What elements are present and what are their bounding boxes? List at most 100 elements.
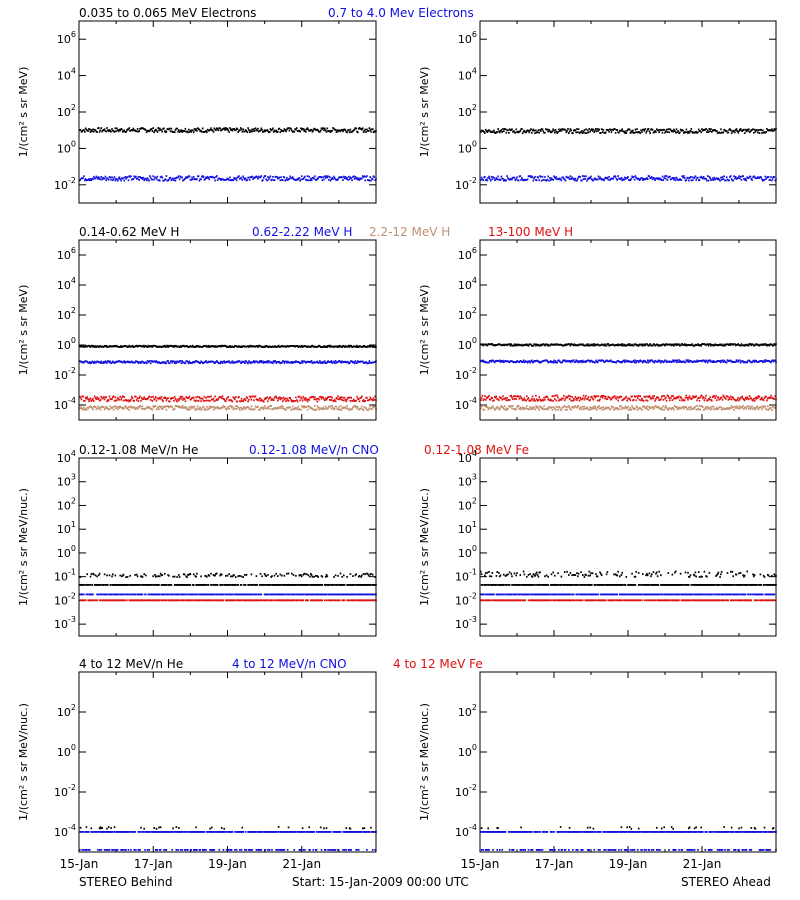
data-point: [208, 346, 211, 348]
data-point: [156, 407, 159, 410]
data-point: [503, 398, 506, 400]
data-point: [261, 584, 263, 586]
data-point: [637, 178, 639, 180]
data-point: [371, 573, 374, 576]
data-point: [521, 361, 524, 363]
data-point: [725, 407, 728, 409]
data-point: [366, 396, 368, 399]
data-point: [662, 361, 665, 364]
data-point: [293, 408, 296, 410]
data-point: [621, 179, 623, 182]
data-point: [300, 175, 303, 178]
data-point: [322, 406, 324, 409]
data-point: [371, 345, 373, 347]
data-point: [523, 397, 526, 400]
data-point: [148, 179, 150, 182]
data-point: [657, 344, 660, 347]
data-point: [617, 175, 619, 177]
data-point: [237, 584, 239, 586]
y-tick-label: 102: [458, 103, 477, 119]
data-point: [248, 584, 251, 586]
data-point: [659, 399, 661, 401]
data-point: [309, 575, 311, 578]
data-point: [717, 177, 720, 180]
data-point: [311, 584, 314, 586]
data-point: [200, 575, 202, 578]
data-point: [107, 177, 109, 180]
data-point: [158, 129, 160, 132]
data-point: [480, 359, 483, 362]
data-point: [123, 345, 126, 347]
data-point: [531, 175, 533, 178]
data-point: [331, 396, 333, 399]
data-point: [663, 360, 665, 363]
data-point: [311, 177, 314, 179]
data-point: [734, 407, 737, 409]
data-point: [310, 345, 313, 347]
data-point: [722, 178, 725, 180]
data-point: [731, 179, 734, 182]
data-point: [591, 360, 593, 362]
data-point: [499, 179, 502, 181]
data-point: [290, 127, 292, 130]
data-point: [713, 408, 716, 411]
data-point: [753, 361, 756, 363]
data-point: [373, 405, 376, 408]
data-point: [93, 362, 95, 364]
data-point: [95, 361, 98, 364]
data-point: [547, 130, 549, 133]
data-point: [576, 128, 578, 130]
data-point: [645, 406, 647, 408]
data-point: [88, 362, 90, 364]
data-point: [97, 345, 99, 348]
data-point: [496, 406, 498, 408]
data-point: [346, 584, 348, 586]
data-point: [357, 177, 360, 180]
data-point: [153, 584, 155, 586]
data-point: [563, 394, 565, 397]
data-point: [569, 361, 572, 364]
data-point: [563, 405, 566, 408]
data-point: [134, 408, 136, 411]
data-point: [139, 395, 141, 398]
data-point: [527, 344, 530, 347]
data-point: [721, 344, 724, 347]
data-point: [107, 408, 109, 410]
data-point: [493, 129, 495, 132]
data-point: [280, 345, 282, 348]
data-point: [607, 406, 609, 409]
data-point: [337, 178, 339, 181]
data-point: [321, 179, 324, 182]
data-point: [753, 399, 756, 402]
data-point: [132, 127, 135, 130]
data-point: [617, 399, 619, 402]
data-point: [171, 361, 173, 364]
data-point: [694, 360, 697, 363]
data-point: [554, 131, 556, 134]
data-point: [228, 131, 230, 133]
data-point: [704, 397, 707, 400]
data-point: [93, 584, 96, 586]
data-point: [221, 344, 224, 347]
data-point: [740, 343, 743, 346]
data-point: [659, 344, 661, 347]
data-point: [511, 396, 513, 399]
data-point: [734, 177, 736, 180]
data-point: [573, 361, 576, 364]
data-point: [272, 399, 275, 401]
data-point: [165, 584, 168, 586]
data-point: [620, 176, 623, 179]
data-point: [159, 128, 162, 131]
data-point: [273, 179, 276, 181]
data-point: [139, 128, 141, 130]
data-point: [483, 398, 485, 401]
data-point: [183, 573, 186, 576]
data-point: [366, 362, 369, 365]
data-point: [152, 344, 154, 347]
data-point: [370, 179, 372, 182]
data-point: [697, 131, 699, 134]
data-point: [533, 129, 535, 132]
data-point: [758, 406, 761, 409]
data-point: [129, 130, 131, 132]
